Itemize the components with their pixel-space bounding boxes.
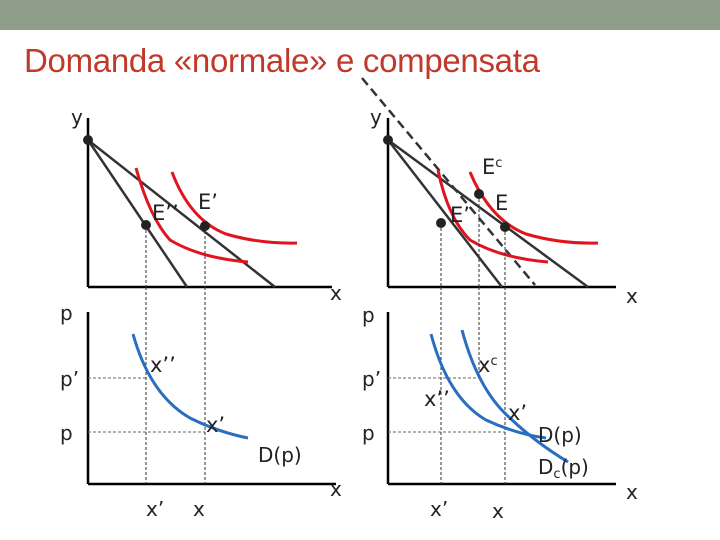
- right-top-y-label: y: [370, 105, 382, 129]
- label-demand-right: D(p): [538, 423, 582, 447]
- label-x2-right: x’’: [424, 387, 450, 411]
- tick-x0: x: [193, 497, 205, 521]
- tick-x1-right: x’: [430, 497, 448, 521]
- label-demand: D(p): [258, 443, 302, 467]
- point-ec: [474, 189, 484, 199]
- left-top-y-label: y: [71, 105, 83, 129]
- right-top-panel: y x Ec E’ E: [362, 78, 638, 308]
- right-top-x-label: x: [626, 284, 638, 308]
- right-p1-label: p’: [362, 367, 381, 391]
- right-p-label: p: [362, 303, 375, 327]
- point-e2: [141, 220, 151, 230]
- label-x1-right: x’: [508, 401, 527, 425]
- right-bottom-panel: p p’ p xc x’’ x’ D(p) Dc(p) x x’ x: [362, 287, 638, 523]
- left-bottom-x-label: x: [330, 477, 342, 501]
- intercept-point-right: [383, 135, 393, 145]
- label-ec: Ec: [482, 155, 502, 179]
- budget-line-flat: [88, 140, 275, 287]
- label-e: E: [495, 191, 508, 215]
- indifference-curve-4: [470, 172, 598, 243]
- intercept-point: [83, 135, 93, 145]
- left-top-x-label: x: [330, 281, 342, 305]
- point-e: [500, 222, 510, 232]
- tick-x1: x’: [146, 497, 164, 521]
- left-p0-label: p: [60, 421, 73, 445]
- point-e1: [200, 221, 210, 231]
- label-x1: x’: [206, 413, 225, 437]
- label-e1: E’: [198, 190, 218, 214]
- indifference-curve-2: [172, 172, 297, 243]
- right-p0-label: p: [362, 421, 375, 445]
- left-p1-label: p’: [60, 367, 79, 391]
- left-p-label: p: [60, 301, 73, 325]
- point-e1-right: [436, 218, 446, 228]
- left-bottom-panel: p p’ p x’’ x’ D(p) x x’ x: [60, 287, 342, 521]
- label-e1-right: E’: [450, 203, 470, 227]
- tick-x0-right: x: [492, 499, 504, 523]
- label-x2: x’’: [150, 353, 176, 377]
- demand-curve-right: [431, 334, 546, 438]
- label-e2: E’’: [152, 201, 179, 225]
- label-compensated-demand: Dc(p): [538, 455, 589, 482]
- right-bottom-x-label: x: [626, 480, 638, 504]
- label-xc: xc: [478, 353, 498, 377]
- demand-curve-left: [133, 334, 248, 438]
- left-top-panel: y x E’’ E’: [71, 105, 342, 305]
